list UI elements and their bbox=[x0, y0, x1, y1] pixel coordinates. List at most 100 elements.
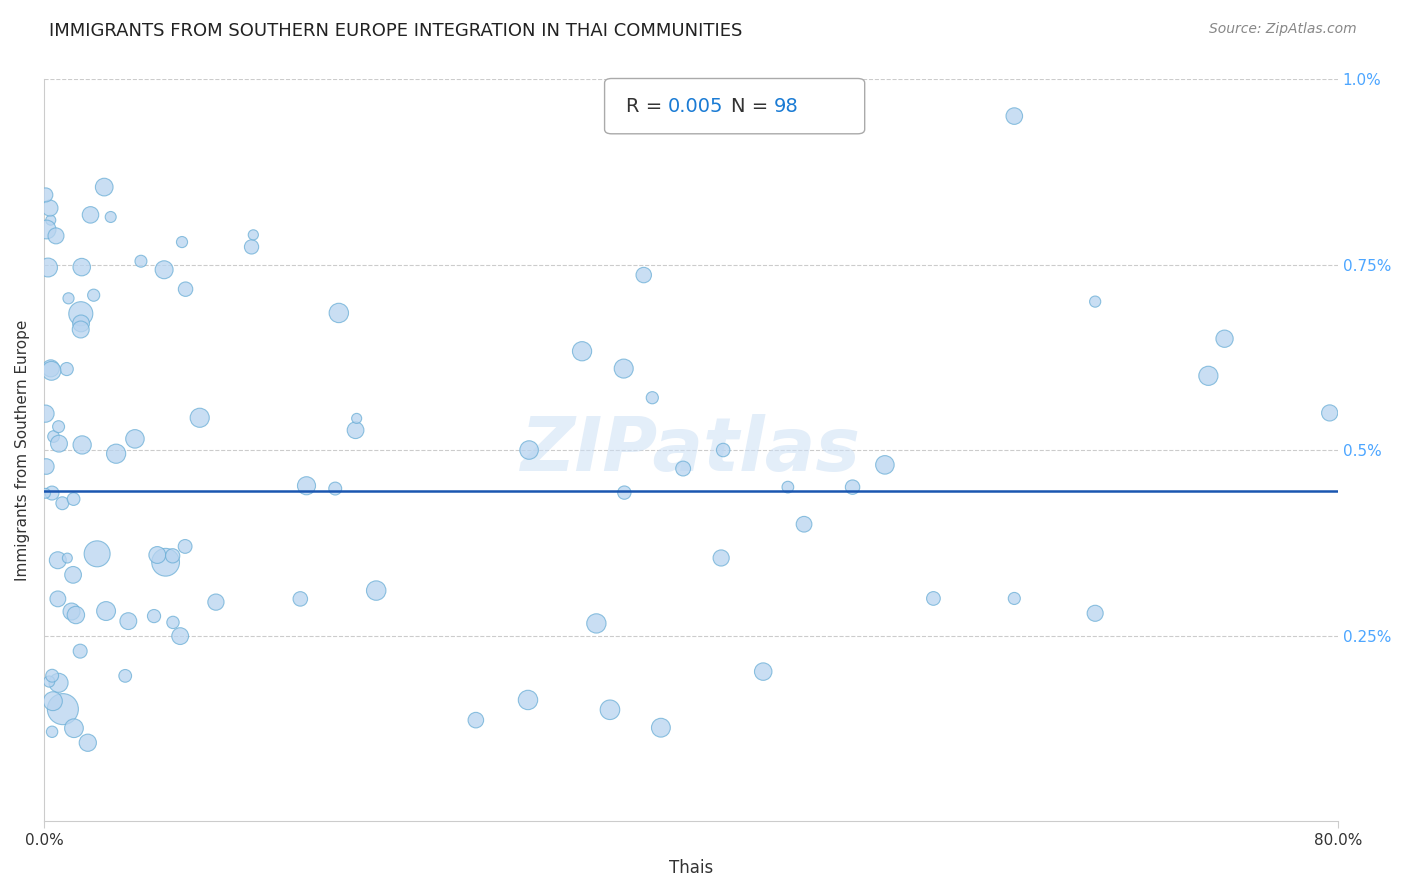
Point bbox=[464, 713, 486, 727]
Point bbox=[65, 607, 87, 622]
Point bbox=[841, 480, 863, 494]
Point bbox=[1084, 607, 1107, 621]
Point bbox=[129, 254, 152, 268]
Point bbox=[48, 675, 70, 690]
Point bbox=[42, 429, 65, 443]
Point bbox=[290, 591, 312, 606]
Point bbox=[1213, 332, 1236, 346]
Text: ZIPatlas: ZIPatlas bbox=[520, 414, 860, 486]
Point bbox=[117, 614, 139, 628]
Point bbox=[35, 222, 58, 236]
X-axis label: Thais: Thais bbox=[669, 859, 713, 877]
Point bbox=[94, 604, 117, 618]
Point bbox=[162, 615, 184, 630]
Point bbox=[39, 361, 62, 376]
Point bbox=[34, 486, 56, 500]
Point bbox=[205, 595, 228, 609]
Point bbox=[51, 496, 73, 510]
Text: 0.005: 0.005 bbox=[668, 96, 723, 116]
Point bbox=[48, 419, 70, 434]
Point bbox=[70, 317, 93, 331]
Point bbox=[328, 306, 350, 320]
Point bbox=[650, 721, 672, 735]
Point bbox=[1002, 109, 1025, 123]
Point bbox=[70, 438, 93, 452]
Point bbox=[39, 213, 62, 227]
Point bbox=[58, 291, 80, 305]
Text: N =: N = bbox=[731, 96, 775, 116]
Point bbox=[48, 436, 70, 450]
Point bbox=[34, 407, 56, 421]
Point bbox=[517, 693, 540, 707]
Point bbox=[776, 480, 799, 494]
Text: Source: ZipAtlas.com: Source: ZipAtlas.com bbox=[1209, 22, 1357, 37]
Point bbox=[93, 180, 115, 194]
Point bbox=[56, 551, 79, 566]
Point bbox=[346, 411, 368, 425]
Point bbox=[613, 361, 636, 376]
Point bbox=[52, 702, 75, 716]
Text: 98: 98 bbox=[773, 96, 799, 116]
Y-axis label: Immigrants from Southern Europe: Immigrants from Southern Europe bbox=[15, 319, 30, 581]
Point bbox=[69, 322, 91, 336]
Point bbox=[55, 362, 77, 376]
Point bbox=[366, 583, 388, 598]
Point bbox=[62, 567, 84, 582]
Point bbox=[613, 485, 636, 500]
Point bbox=[752, 665, 775, 679]
Point bbox=[105, 447, 128, 461]
Point bbox=[63, 721, 86, 735]
Point bbox=[41, 364, 63, 378]
Point bbox=[188, 410, 211, 425]
Point bbox=[323, 482, 346, 496]
Point bbox=[86, 547, 108, 561]
Point bbox=[633, 268, 655, 282]
Point bbox=[46, 591, 69, 606]
Point bbox=[922, 591, 945, 606]
Point bbox=[62, 491, 84, 506]
Point bbox=[242, 227, 264, 242]
Point bbox=[41, 486, 63, 500]
Point bbox=[37, 260, 59, 275]
Point bbox=[174, 282, 197, 296]
Point bbox=[60, 605, 83, 619]
Point bbox=[174, 540, 197, 554]
Point bbox=[35, 459, 58, 474]
Point bbox=[672, 461, 695, 475]
Point bbox=[793, 517, 815, 532]
Point bbox=[169, 629, 191, 643]
Point bbox=[641, 391, 664, 405]
Point bbox=[69, 307, 91, 321]
Point bbox=[124, 432, 146, 446]
Point bbox=[41, 669, 63, 683]
Point bbox=[70, 260, 93, 274]
Text: R =: R = bbox=[626, 96, 668, 116]
Point bbox=[35, 188, 58, 202]
Point bbox=[146, 548, 169, 562]
Point bbox=[143, 609, 166, 624]
Point bbox=[155, 555, 177, 569]
Point bbox=[69, 644, 91, 658]
Point bbox=[79, 208, 101, 222]
Point bbox=[42, 694, 65, 708]
Point bbox=[38, 674, 60, 689]
Point bbox=[585, 616, 607, 631]
Point bbox=[240, 240, 263, 254]
Point bbox=[114, 669, 136, 683]
Point bbox=[599, 703, 621, 717]
Point bbox=[710, 551, 733, 566]
Point bbox=[46, 553, 69, 567]
Point bbox=[571, 344, 593, 359]
Point bbox=[1084, 294, 1107, 309]
Point bbox=[76, 736, 98, 750]
Point bbox=[517, 443, 540, 458]
Point bbox=[100, 210, 122, 224]
Point bbox=[162, 549, 184, 563]
Point bbox=[39, 201, 62, 215]
Point bbox=[295, 479, 318, 493]
Point bbox=[170, 235, 193, 249]
Point bbox=[153, 262, 176, 277]
Point bbox=[344, 423, 367, 437]
Text: IMMIGRANTS FROM SOUTHERN EUROPE INTEGRATION IN THAI COMMUNITIES: IMMIGRANTS FROM SOUTHERN EUROPE INTEGRAT… bbox=[49, 22, 742, 40]
Point bbox=[1197, 368, 1219, 383]
